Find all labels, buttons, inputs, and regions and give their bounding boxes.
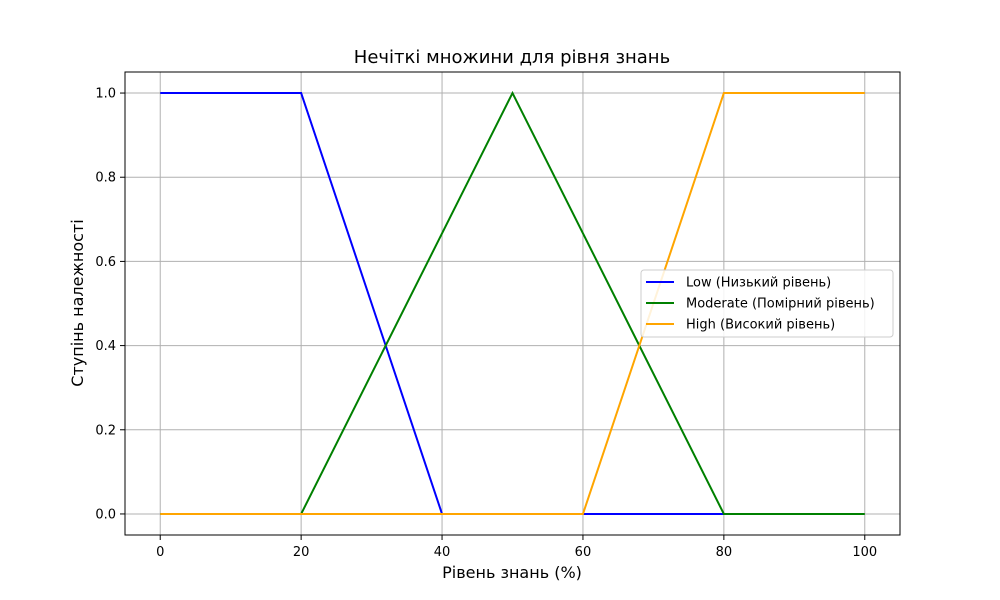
x-tick-label: 20 [293, 545, 310, 560]
legend-label-high: High (Високий рівень) [686, 318, 835, 333]
y-tick-label: 1.0 [95, 87, 116, 102]
x-axis-label: Рівень знань (%) [442, 563, 582, 582]
legend-label-low: Low (Низький рівень) [686, 276, 831, 291]
legend-label-moderate: Moderate (Помірний рівень) [686, 297, 875, 312]
x-tick-label: 0 [156, 545, 164, 560]
y-tick-label: 0.4 [95, 339, 116, 354]
legend: Low (Низький рівень) Moderate (Помірний р… [640, 269, 894, 338]
legend-box [640, 269, 894, 338]
ticks: 0 20 40 60 80 100 0.0 0.2 0.4 0.6 0.8 1.0 [95, 87, 877, 560]
y-axis-label: Ступінь належності [68, 219, 87, 386]
series-line-high [160, 92, 865, 515]
y-tick-label: 0.6 [95, 255, 116, 270]
x-tick-label: 40 [434, 545, 451, 560]
y-tick-label: 0.0 [95, 507, 116, 522]
plot-frame [124, 71, 901, 536]
chart-title: Нечіткі множини для рівня знань [354, 47, 670, 68]
x-tick-label: 100 [852, 545, 877, 560]
y-tick-label: 0.8 [95, 171, 116, 186]
x-tick-label: 60 [575, 545, 592, 560]
x-tick-label: 80 [716, 545, 733, 560]
y-tick-label: 0.2 [95, 423, 116, 438]
series-lines [160, 90, 865, 515]
